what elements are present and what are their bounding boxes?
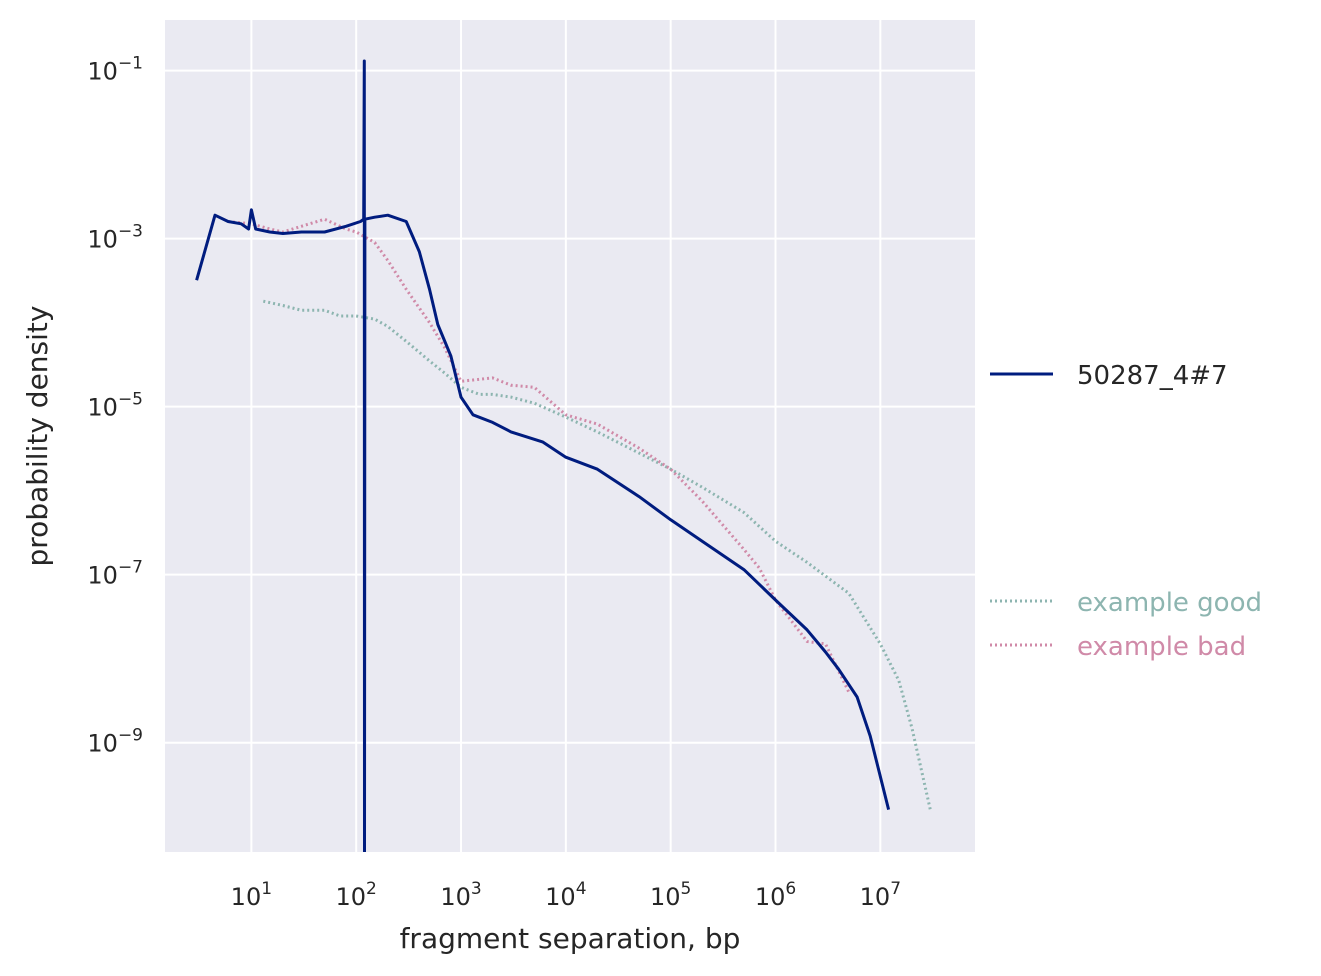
- x-tick-label-2: 103: [440, 879, 481, 911]
- legend-label-50287: 50287_4#7: [1077, 361, 1228, 391]
- x-tick-label-6: 107: [860, 879, 901, 911]
- y-tick-label-1: 10−3: [87, 222, 143, 254]
- y-axis-label: probability density: [21, 306, 54, 567]
- series-layer: [195, 59, 932, 852]
- series-line-example-good: [262, 299, 932, 810]
- legend-label-example-bad: example bad: [1077, 632, 1246, 662]
- x-tick-label-4: 105: [650, 879, 691, 911]
- legend-label-example-good: example good: [1077, 588, 1262, 618]
- y-tick-label-3: 10−7: [87, 558, 143, 590]
- x-tick-labels: 101 102 103 104 105 106 107: [231, 879, 901, 911]
- y-tick-labels: 10−1 10−3 10−5 10−7 10−9: [87, 54, 143, 758]
- y-tick-label-2: 10−5: [87, 390, 143, 422]
- x-tick-label-5: 106: [755, 879, 796, 911]
- x-axis-label: fragment separation, bp: [400, 922, 741, 955]
- plot-area: [165, 20, 975, 852]
- x-tick-label-0: 101: [231, 879, 272, 911]
- grid-lines: [165, 20, 975, 852]
- y-tick-label-0: 10−1: [87, 54, 143, 86]
- legend: 50287_4#7 example good example bad: [990, 361, 1262, 662]
- x-tick-label-1: 102: [336, 879, 377, 911]
- series-line-50287-4-7: [195, 59, 891, 852]
- x-tick-label-3: 104: [545, 879, 586, 911]
- series-line-example-bad: [227, 217, 851, 693]
- y-tick-label-4: 10−9: [87, 726, 143, 758]
